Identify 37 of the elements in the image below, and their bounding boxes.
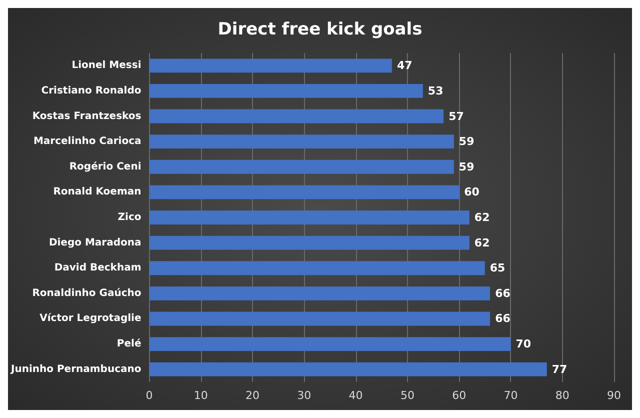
y-tick-label: Cristiano Ronaldo [41,85,142,96]
x-tick-label: 10 [194,389,208,402]
y-tick-label: Juninho Pernambucano [10,364,142,375]
y-tick-label: Rogério Ceni [69,161,142,172]
y-tick-label: Víctor Legrotaglie [40,313,142,324]
data-label: 62 [474,236,490,250]
x-tick-label: 90 [607,389,621,402]
x-tick-label: 0 [146,389,153,402]
data-label: 70 [516,338,532,351]
data-label: 66 [495,286,511,300]
data-label: 59 [458,160,474,174]
y-tick-label: Ronald Koeman [53,186,142,198]
x-tick-label: 20 [246,389,260,402]
chart-title: Direct free kick goals [218,20,422,40]
data-label: 57 [448,110,464,123]
data-label: 47 [396,59,412,72]
y-tick-label: Zico [118,212,142,223]
x-tick-label: 60 [452,389,466,402]
data-label: 77 [552,362,568,376]
x-tick-label: 80 [555,389,570,402]
x-tick-label: 70 [504,389,518,402]
data-label: 65 [490,262,506,275]
y-tick-label: Marcelinho Carioca [33,136,142,148]
data-label: 60 [464,186,480,199]
data-label: 66 [495,312,511,326]
y-tick-label: Lionel Messi [72,60,142,72]
x-tick-label: 40 [348,389,363,402]
data-label: 62 [474,211,490,224]
y-tick-label: Pelé [116,338,142,350]
y-tick-label: Kostas Frantzeskos [32,110,142,122]
y-tick-label: Ronaldinho Gaúcho [32,288,142,299]
y-tick-label: Diego Maradona [48,237,142,248]
y-tick-label: David Beckham [54,262,142,274]
data-label: 53 [428,84,444,98]
data-label: 59 [458,135,474,148]
x-tick-label: 30 [297,389,312,402]
x-tick-label: 50 [400,389,414,402]
